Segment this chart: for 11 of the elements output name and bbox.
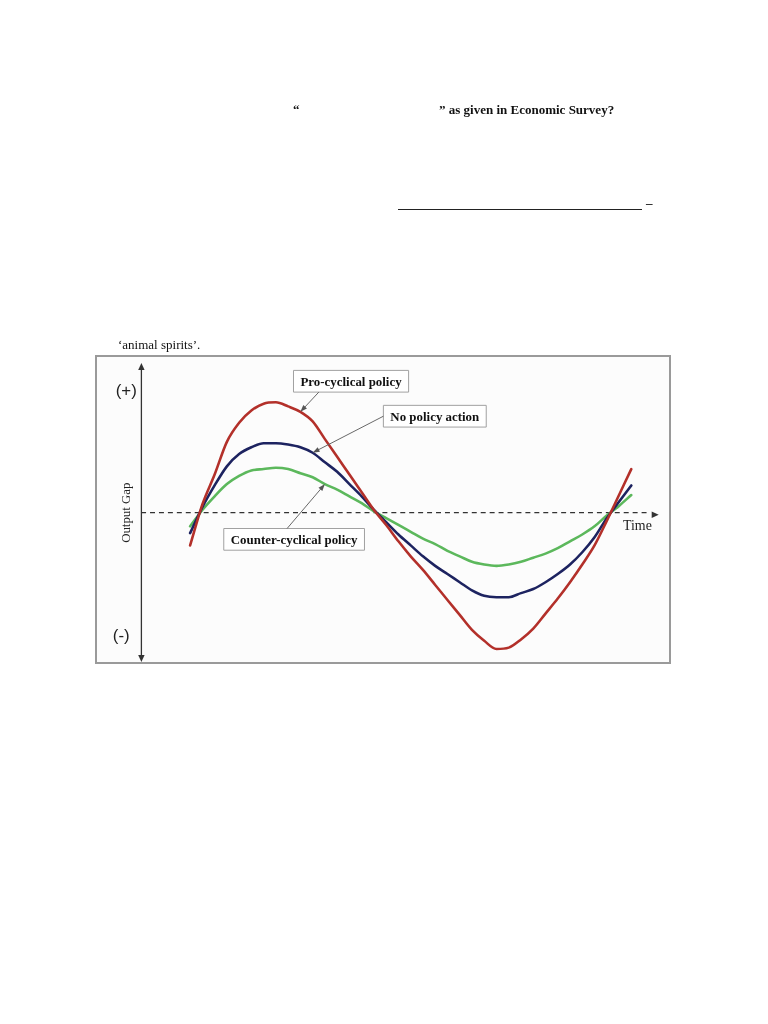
series-label: Pro-cyclical policy [300,374,403,389]
x-axis-title: Time [622,518,652,534]
text: Counter-cyclical policy [230,532,359,547]
text: ” as given in Economic Survey? [439,102,615,118]
text: ‘animal spirits’. [118,337,201,353]
y-axis-title: Output Gap [118,482,133,543]
text: “ [293,102,300,118]
text: (-) [112,626,130,646]
text: (+) [115,381,137,401]
text: – [646,195,653,211]
text: No policy action [390,409,480,424]
